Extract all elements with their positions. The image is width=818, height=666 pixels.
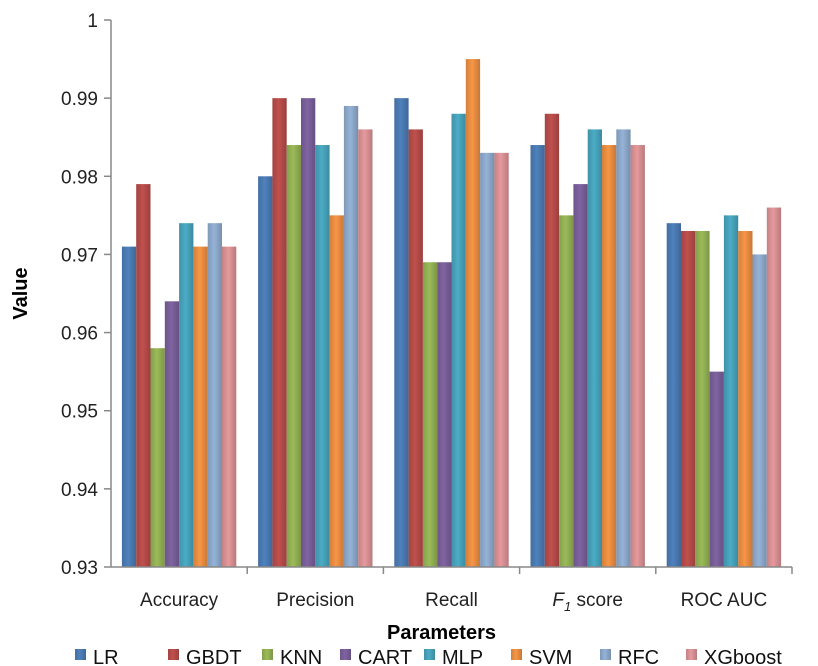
bar-mlp-precision	[315, 145, 330, 567]
bar-lr-recall	[394, 98, 409, 568]
legend-swatch	[511, 649, 522, 660]
legend-item-mlp: MLP	[424, 647, 483, 666]
legend-swatch	[75, 649, 86, 660]
bar-gbdt-accuracy	[136, 184, 151, 567]
legend-swatch	[262, 649, 273, 660]
bars-group	[121, 59, 782, 568]
bar-xgboost-precision	[358, 129, 373, 567]
bar-rfc-precision	[343, 105, 359, 567]
bar-svm-roc-auc	[738, 230, 753, 567]
x-category-label: Accuracy	[140, 590, 219, 611]
legend-item-xgboost: XGboost	[686, 647, 782, 666]
legend-item-gbdt: GBDT	[168, 647, 242, 666]
legend-label: MLP	[442, 647, 483, 666]
bar-gbdt-precision	[272, 98, 287, 568]
y-tick-label: 0.94	[61, 480, 98, 501]
legend-item-lr: LR	[75, 647, 119, 666]
bar-xgboost-recall	[494, 152, 509, 568]
bar-xgboost-accuracy	[222, 246, 237, 567]
bar-mlp-accuracy	[179, 223, 194, 567]
bar-xgboost-roc-auc	[766, 207, 782, 568]
legend-label: LR	[93, 647, 119, 666]
bar-gbdt-roc-auc	[681, 230, 696, 567]
legend-swatch	[340, 649, 351, 660]
bar-svm-recall	[465, 59, 481, 567]
bar-mlp-f1-score	[587, 129, 602, 567]
x-axis-categories: Accuracy Precision Recall F1 score ROC AUC	[140, 567, 793, 614]
y-tick-label: 0.97	[61, 245, 98, 266]
bar-gbdt-f1-score	[544, 113, 560, 568]
x-category-label: F1 score	[552, 590, 623, 614]
bar-xgboost-f1-score	[630, 145, 645, 567]
legend: LR GBDT KNN CART MLP SVM RFC XGboost	[75, 647, 782, 666]
legend-swatch	[686, 649, 697, 660]
x-category-label: Precision	[276, 590, 354, 611]
x-category-label: ROC AUC	[681, 590, 768, 611]
bar-rfc-roc-auc	[752, 254, 767, 567]
bar-svm-precision	[329, 215, 344, 567]
y-axis-title: Value	[10, 267, 32, 319]
bar-knn-accuracy	[150, 348, 165, 567]
legend-item-knn: KNN	[262, 647, 322, 666]
bar-svm-accuracy	[193, 246, 208, 567]
bar-rfc-f1-score	[616, 129, 631, 567]
legend-item-rfc: RFC	[600, 647, 659, 666]
bar-lr-precision	[258, 176, 273, 568]
legend-label: CART	[358, 647, 412, 666]
legend-item-svm: SVM	[511, 647, 572, 666]
x-category-label: Recall	[425, 590, 478, 611]
legend-swatch	[600, 649, 611, 660]
legend-swatch	[168, 649, 179, 660]
bar-mlp-roc-auc	[723, 215, 739, 567]
y-tick-label: 0.93	[61, 558, 98, 579]
bar-cart-f1-score	[573, 184, 588, 567]
bar-lr-accuracy	[121, 246, 137, 567]
y-tick-label: 0.95	[61, 402, 98, 423]
y-tick-label: 1	[87, 11, 98, 32]
bar-cart-accuracy	[164, 301, 180, 567]
bar-gbdt-recall	[408, 129, 423, 567]
bar-rfc-accuracy	[207, 223, 222, 567]
legend-label: XGboost	[704, 647, 782, 666]
bar-cart-recall	[437, 262, 452, 567]
legend-label: RFC	[618, 647, 659, 666]
y-tick-label: 0.96	[61, 324, 98, 345]
legend-item-cart: CART	[340, 647, 412, 666]
bar-svm-f1-score	[602, 145, 617, 567]
bar-rfc-recall	[480, 152, 495, 568]
bar-lr-roc-auc	[666, 223, 681, 567]
bar-knn-f1-score	[559, 215, 574, 567]
bar-mlp-recall	[451, 113, 466, 568]
bar-knn-precision	[286, 145, 301, 567]
y-tick-label: 0.99	[61, 89, 98, 110]
bar-knn-roc-auc	[695, 230, 710, 567]
y-tick-label: 0.98	[61, 167, 98, 188]
legend-label: SVM	[529, 647, 572, 666]
legend-label: KNN	[280, 647, 322, 666]
y-axis-ticks: 0.93 0.94 0.95 0.96 0.97 0.98 0.99 1	[61, 11, 111, 579]
x-axis-title: Parameters	[387, 622, 496, 644]
bar-cart-roc-auc	[709, 371, 724, 567]
legend-label: GBDT	[186, 647, 242, 666]
bar-knn-recall	[422, 262, 438, 567]
bar-lr-f1-score	[530, 145, 545, 567]
bar-cart-precision	[301, 98, 316, 568]
legend-swatch	[424, 649, 435, 660]
